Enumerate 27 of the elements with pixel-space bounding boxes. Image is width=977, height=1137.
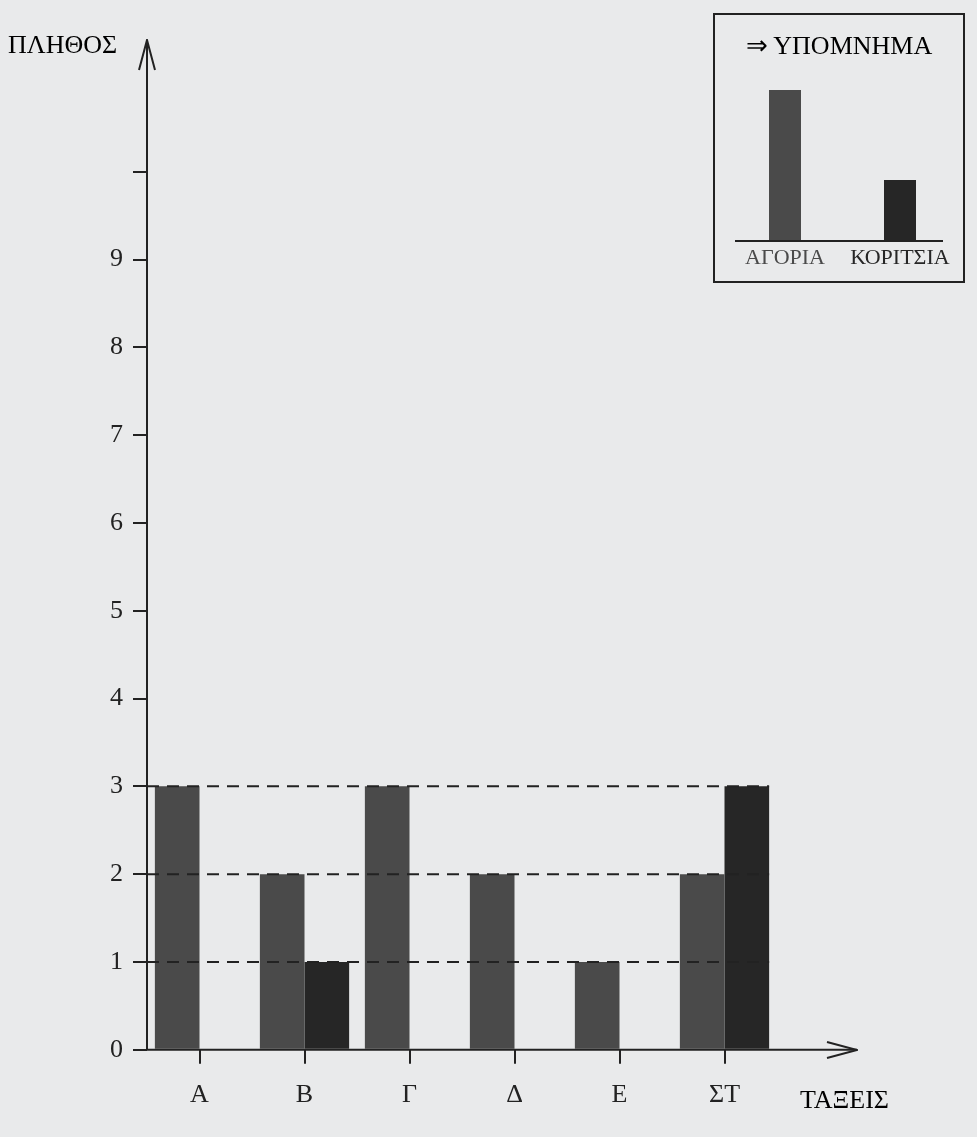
bar [679,874,725,1049]
y-tick-label: 8 [110,331,123,361]
legend-title: ⇒ ΥΠΟΜΝΗΜΑ [744,30,934,61]
y-axis-title: ΠΛΗΘΟΣ [8,30,118,60]
x-tick-label: ΣΤ [708,1079,741,1109]
y-tick-label: 2 [110,858,123,888]
bar [364,786,410,1049]
y-tick-label: 9 [110,243,123,273]
x-tick-label: Δ [506,1079,523,1109]
y-tick-label: 1 [110,945,123,975]
x-tick-label: Γ [401,1079,418,1109]
x-tick-label: Α [190,1079,210,1109]
y-tick-label: 4 [110,682,123,712]
bar [259,874,305,1049]
y-tick-label: 7 [110,418,123,448]
x-axis-title: ΤΑΞΕΙΣ [800,1085,889,1115]
y-tick-label: 6 [110,506,123,536]
bar [574,961,620,1049]
bar [154,786,200,1049]
y-tick-label: 0 [110,1033,123,1063]
text: ΚΟΡΙΤΣΙΑ [850,244,950,270]
y-tick-label: 5 [110,594,123,624]
bar [469,874,515,1049]
text: ΑΓΟΡΙΑ [745,244,825,270]
y-tick-label: 3 [110,770,123,800]
x-tick-label: Β [295,1079,314,1109]
x-tick-label: Ε [611,1079,628,1109]
